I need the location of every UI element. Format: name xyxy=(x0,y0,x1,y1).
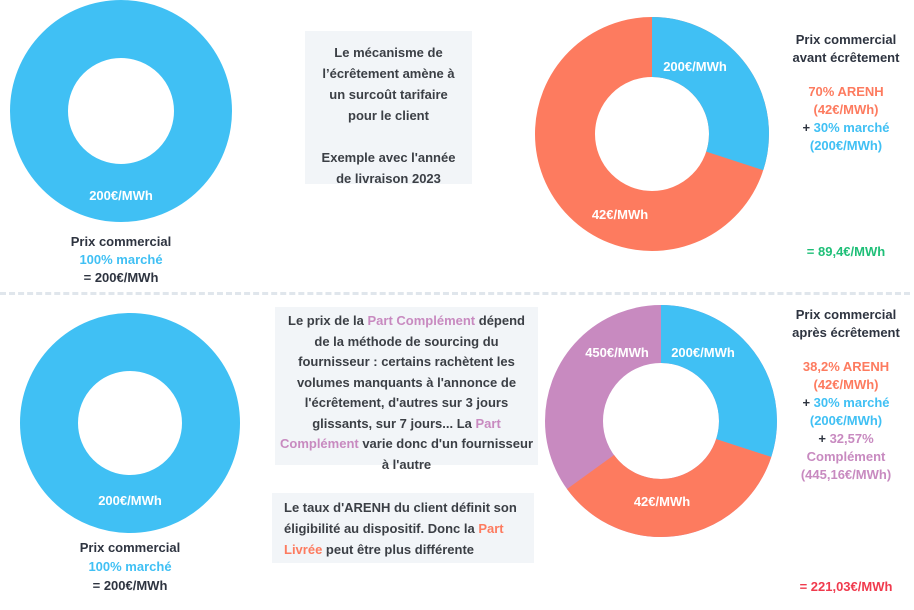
arenh-price: (42€/MWh) xyxy=(813,377,879,392)
slice-marche xyxy=(10,0,232,222)
marche-share: 30% marché xyxy=(813,395,890,410)
slice-label-marche: 200€/MWh xyxy=(89,188,153,203)
info-text: dépend de la méthode de sourcing du four… xyxy=(296,313,525,431)
info-text: Le prix de la xyxy=(288,313,368,328)
caption-title: Prix commercial xyxy=(79,540,181,555)
caption-title: Prix commercial xyxy=(795,32,897,47)
arenh-price: (42€/MWh) xyxy=(813,102,879,117)
caption-subtitle: après écrêtement xyxy=(792,325,900,340)
total-before-ecretement: = 89,4€/MWh xyxy=(806,244,886,259)
caption-before-ecretement: Prix commercial avant écrêtement 70% ARE… xyxy=(778,31,914,155)
marche-price: (200€/MWh) xyxy=(809,413,883,428)
highlight-part-livree: Part Livrée xyxy=(284,521,504,557)
caption-title: Prix commercial xyxy=(70,234,172,249)
slice-arenh xyxy=(545,305,777,537)
slice-label-marche: 200€/MWh xyxy=(671,345,735,360)
donut-chart-before-ecretement: 200€/MWh 42€/MWh xyxy=(535,17,769,251)
caption-subtitle: avant écrêtement xyxy=(792,50,900,65)
slice-label-arenh: 42€/MWh xyxy=(592,207,648,222)
slice-label-complement: 450€/MWh xyxy=(585,345,649,360)
slice-marche xyxy=(535,17,769,251)
highlight-part-complement: Part Complément xyxy=(279,415,501,452)
complement-share: 32,57% xyxy=(829,431,874,446)
info-line: Exemple avec l'année xyxy=(321,150,456,165)
slice-label-marche: 200€/MWh xyxy=(663,59,727,74)
info-line: de livraison 2023 xyxy=(336,171,441,186)
total-after-ecretement: = 221,03€/MWh xyxy=(799,579,893,594)
info-line: pour le client xyxy=(348,108,429,123)
arenh-share: 70% ARENH xyxy=(808,84,884,99)
info-text: peut être plus différente xyxy=(322,542,475,557)
info-line: un surcoût tarifaire xyxy=(329,87,448,102)
caption-share: 100% marché xyxy=(88,559,172,574)
marche-price: (200€/MWh) xyxy=(809,138,883,153)
info-box-part-complement: Le prix de la Part Complément dépend de … xyxy=(275,307,538,472)
section-divider xyxy=(0,292,910,295)
caption-top-left: Prix commercial 100% marché = 200€/MWh xyxy=(40,233,202,287)
slice-label-marche: 200€/MWh xyxy=(98,493,162,508)
info-box-part-livree: Le taux d'ARENH du client définit son él… xyxy=(272,493,534,563)
caption-title: Prix commercial xyxy=(795,307,897,322)
donut-chart-after-ecretement: 200€/MWh 450€/MWh 42€/MWh xyxy=(545,305,777,537)
donut-chart-marche-top: 200€/MWh xyxy=(10,0,232,222)
info-line: Le mécanisme de xyxy=(334,45,443,60)
caption-total: = 200€/MWh xyxy=(83,270,159,285)
slice-label-arenh: 42€/MWh xyxy=(634,494,690,509)
marche-share: 30% marché xyxy=(813,120,890,135)
slice-marche xyxy=(20,313,240,533)
info-line: l’écrêtement amène à xyxy=(322,66,455,81)
complement-price: (445,16€/MWh) xyxy=(800,467,892,482)
caption-total: = 200€/MWh xyxy=(92,578,168,593)
slice-marche xyxy=(545,305,777,537)
info-text: varie donc d'un fournisseur à l'autre xyxy=(358,436,534,472)
caption-share: 100% marché xyxy=(79,252,163,267)
complement-label: Complément xyxy=(806,449,886,464)
donut-chart-marche-bottom: 200€/MWh xyxy=(20,313,240,533)
info-box-mechanism: Le mécanisme de l’écrêtement amène à un … xyxy=(305,31,472,186)
caption-after-ecretement: Prix commercial après écrêtement 38,2% A… xyxy=(778,306,914,484)
highlight-part-complement: Part Complément xyxy=(367,313,476,328)
plus-sign: + xyxy=(802,395,814,410)
arenh-share: 38,2% ARENH xyxy=(802,359,890,374)
plus-sign: + xyxy=(818,431,830,446)
caption-bottom-left: Prix commercial 100% marché = 200€/MWh xyxy=(49,538,211,595)
info-text: Le taux d'ARENH du client définit son él… xyxy=(284,500,517,536)
plus-sign: + xyxy=(802,120,814,135)
